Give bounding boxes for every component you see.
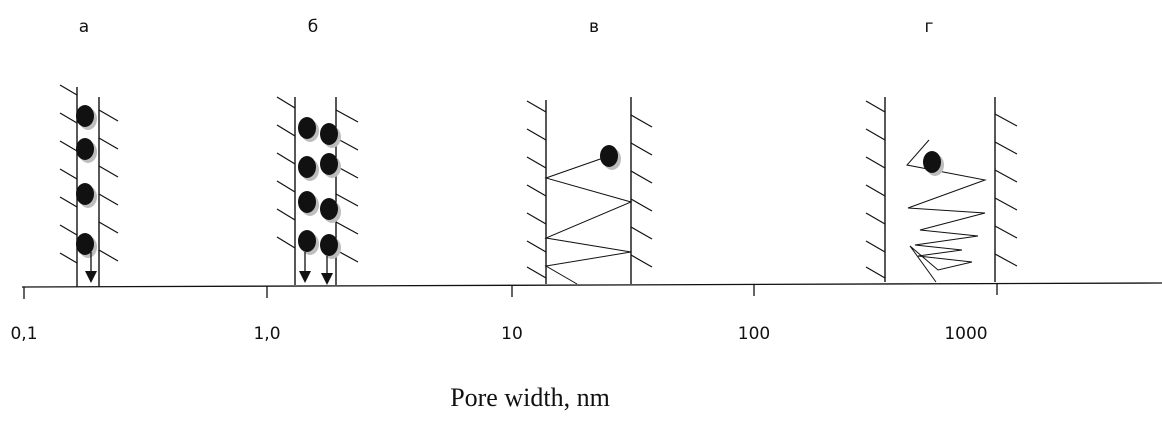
molecule bbox=[320, 123, 338, 145]
panel-label-g: г bbox=[925, 17, 934, 37]
pore-panel-v bbox=[526, 97, 653, 285]
pore-panel-b bbox=[276, 96, 359, 285]
axis-title: Pore width, nm bbox=[450, 383, 610, 412]
hatching bbox=[526, 100, 653, 279]
diffusion-path bbox=[544, 156, 633, 285]
molecule bbox=[76, 138, 94, 160]
molecule bbox=[320, 234, 338, 256]
pore-width-axis bbox=[21, 282, 1162, 299]
arrow-head bbox=[321, 273, 333, 285]
hatching bbox=[276, 96, 359, 263]
pore-panel-g bbox=[865, 97, 1018, 283]
molecules bbox=[298, 117, 341, 259]
molecules bbox=[76, 105, 97, 258]
molecule bbox=[76, 233, 94, 255]
molecule bbox=[600, 145, 618, 167]
molecule bbox=[298, 117, 316, 139]
molecule bbox=[298, 230, 316, 252]
pore-panel-a bbox=[59, 84, 119, 287]
hatching bbox=[865, 100, 1018, 279]
molecule bbox=[298, 156, 316, 178]
molecule bbox=[320, 198, 338, 220]
molecule bbox=[298, 191, 316, 213]
tick-label: 1,0 bbox=[253, 324, 280, 344]
arrow-head bbox=[85, 271, 97, 283]
tick-label: 10 bbox=[501, 324, 523, 344]
tick-label: 1000 bbox=[944, 324, 987, 344]
panel-label-b: б bbox=[308, 17, 318, 37]
arrow-head bbox=[299, 271, 311, 283]
molecule bbox=[923, 151, 941, 173]
diffusion-path bbox=[906, 139, 987, 283]
panel-label-a: а bbox=[79, 17, 89, 37]
molecule bbox=[320, 153, 338, 175]
tick-label: 100 bbox=[738, 324, 770, 344]
panel-label-v: в bbox=[589, 17, 599, 37]
molecule bbox=[76, 105, 94, 127]
axis-line bbox=[21, 282, 1162, 288]
hatching bbox=[59, 84, 119, 264]
tick-label: 0,1 bbox=[10, 324, 37, 344]
molecule bbox=[76, 183, 94, 205]
